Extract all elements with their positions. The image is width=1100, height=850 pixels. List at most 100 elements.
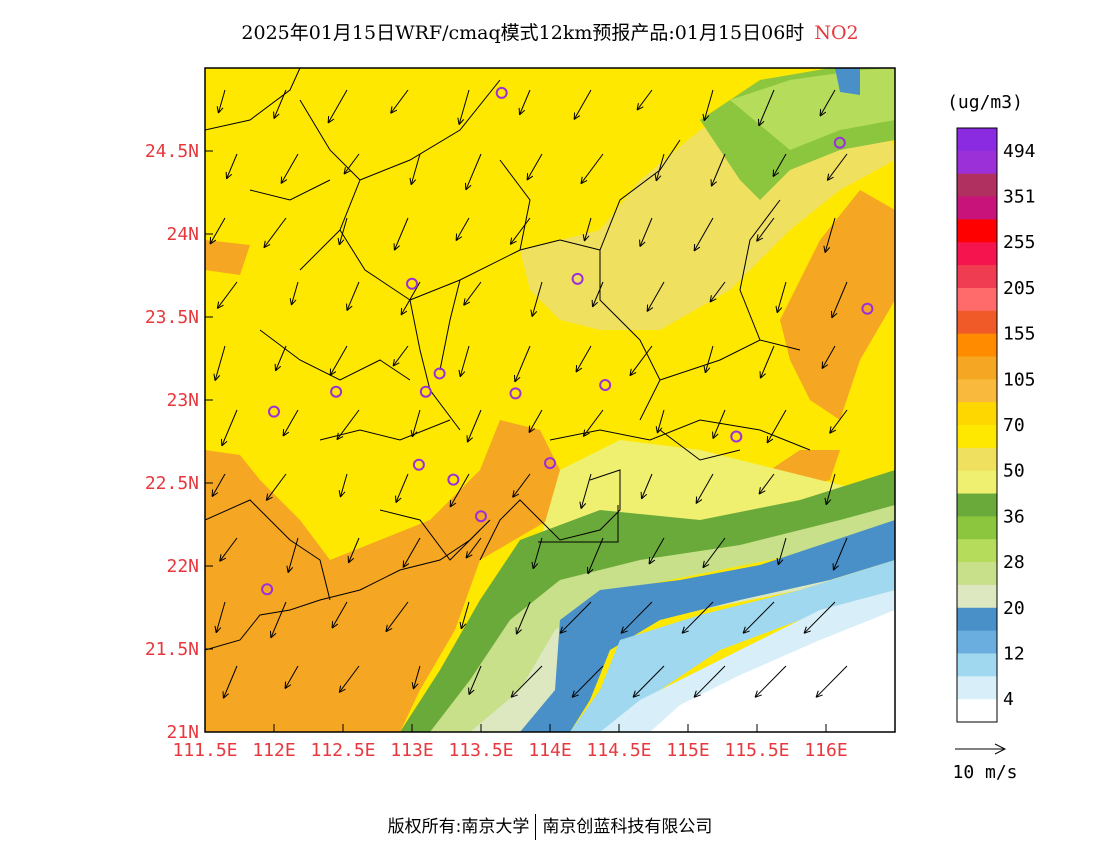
wind-arrow	[338, 665, 360, 693]
wind-arrow	[582, 409, 604, 437]
wind-arrow	[632, 665, 665, 698]
colorbar-swatch	[957, 402, 997, 426]
wind-arrow	[216, 281, 238, 309]
colorbar-frame	[956, 127, 998, 723]
wind-arrow	[775, 281, 787, 314]
wind-arrow	[710, 153, 726, 187]
field-band-8-coast	[570, 560, 895, 732]
wind-arrow	[211, 473, 226, 497]
y-tick-label: 24.5N	[145, 141, 199, 162]
wind-arrow	[393, 217, 409, 251]
wind-arrow	[274, 345, 287, 372]
wind-arrow	[758, 473, 775, 495]
colorbar-swatch	[957, 539, 997, 563]
colorbar-swatch	[957, 630, 997, 654]
colorbar-label: 105	[1003, 369, 1036, 390]
wind-arrow	[395, 473, 409, 503]
colorbar-label: 351	[1003, 187, 1036, 208]
colorbar-swatch	[957, 653, 997, 677]
wind-arrow	[703, 345, 714, 374]
station-marker	[412, 458, 425, 471]
monitoring-stations	[261, 86, 874, 596]
wind-arrow	[463, 281, 482, 306]
wind-arrow	[329, 345, 348, 376]
colorbar-swatch	[957, 584, 997, 609]
colorbar-swatch	[957, 676, 997, 700]
wind-arrow	[263, 217, 287, 249]
wind-arrow	[449, 473, 470, 508]
wind-arrow	[528, 409, 543, 433]
field-band-105-south	[205, 420, 600, 732]
coastline-west	[205, 519, 491, 651]
colorbar-label: 155	[1003, 324, 1036, 345]
wind-arrow	[826, 153, 848, 181]
wind-arrow	[776, 537, 787, 566]
wind-arrow	[586, 537, 604, 575]
colorbar-swatch	[957, 287, 997, 312]
y-tick-label: 24N	[166, 224, 199, 245]
colorbar-label: 36	[1003, 506, 1025, 527]
wind-arrow	[282, 409, 299, 437]
wind-arrow	[338, 473, 348, 498]
colorbar-label: 28	[1003, 552, 1025, 573]
colorbar-swatch	[957, 699, 997, 723]
wind-arrow	[336, 409, 360, 441]
wind-arrow	[510, 665, 543, 698]
station-marker	[599, 379, 612, 392]
colorbar-swatch	[957, 379, 997, 403]
wind-arrow	[222, 665, 238, 699]
x-tick-label: 114E	[528, 740, 571, 761]
colorbar-label: 20	[1003, 598, 1025, 619]
hk-boundary	[538, 505, 619, 543]
colorbar: 494 351 255 205 155 105 70 50 36 28 20 12 4	[957, 128, 1036, 723]
wind-arrow	[648, 537, 665, 565]
wind-arrow	[654, 153, 665, 182]
wind-arrow	[766, 409, 787, 444]
station-marker	[833, 136, 846, 149]
colorbar-label: 494	[1003, 141, 1036, 162]
station-marker	[433, 367, 446, 380]
x-tick-label: 113.5E	[448, 740, 513, 761]
pollutant-label: NO2	[814, 22, 859, 44]
wind-arrow	[709, 281, 726, 303]
wind-arrow	[392, 345, 409, 367]
x-tick-label: 112.5E	[310, 740, 375, 761]
title-text: 2025年01月15日WRF/cmaq模式12km预报产品:01月15日06时	[241, 22, 805, 44]
wind-arrow	[712, 409, 726, 439]
y-axis-ticks: 24.5N 24N 23.5N 23N 22.5N 22N 21.5N 21N	[145, 141, 213, 743]
y-tick-label: 21.5N	[145, 639, 199, 660]
copyright-right: 南京创蓝科技有限公司	[542, 817, 713, 837]
wind-arrow	[343, 153, 360, 175]
wind-arrow	[455, 217, 470, 241]
wind-arrow	[702, 537, 726, 569]
wind-arrow	[575, 345, 592, 373]
wind-arrow	[513, 345, 531, 383]
wind-arrow	[702, 89, 714, 122]
wind-arrow	[265, 473, 287, 501]
wind-arrow	[815, 665, 848, 698]
wind-arrow	[832, 537, 848, 571]
wind-arrow	[509, 217, 531, 245]
concentration-field	[205, 68, 895, 732]
wind-arrow	[646, 281, 665, 312]
wind-arrow	[225, 153, 238, 180]
x-tick-label: 115E	[666, 740, 709, 761]
wind-arrow	[331, 601, 348, 629]
field-band-12-coast	[520, 520, 895, 732]
x-axis-ticks: 111.5E 112E 112.5E 113E 113.5E 114E 114.5E 115E…	[172, 724, 848, 761]
wind-arrow	[518, 89, 531, 116]
wind-arrow	[824, 473, 836, 506]
station-marker	[406, 277, 418, 290]
field-band-105-west	[205, 240, 250, 275]
wind-arrow	[530, 281, 543, 317]
colorbar-label: 205	[1003, 278, 1036, 299]
y-tick-label: 22N	[166, 556, 199, 577]
colorbar-swatch	[957, 310, 997, 335]
copyright-footer: 版权所有:南京大学 南京创蓝科技有限公司	[0, 812, 1100, 840]
legend-unit: (ug/m3)	[947, 92, 1023, 113]
wind-arrow	[465, 537, 482, 559]
station-marker	[509, 387, 522, 400]
wind-arrow	[327, 89, 348, 124]
station-marker	[447, 473, 460, 486]
